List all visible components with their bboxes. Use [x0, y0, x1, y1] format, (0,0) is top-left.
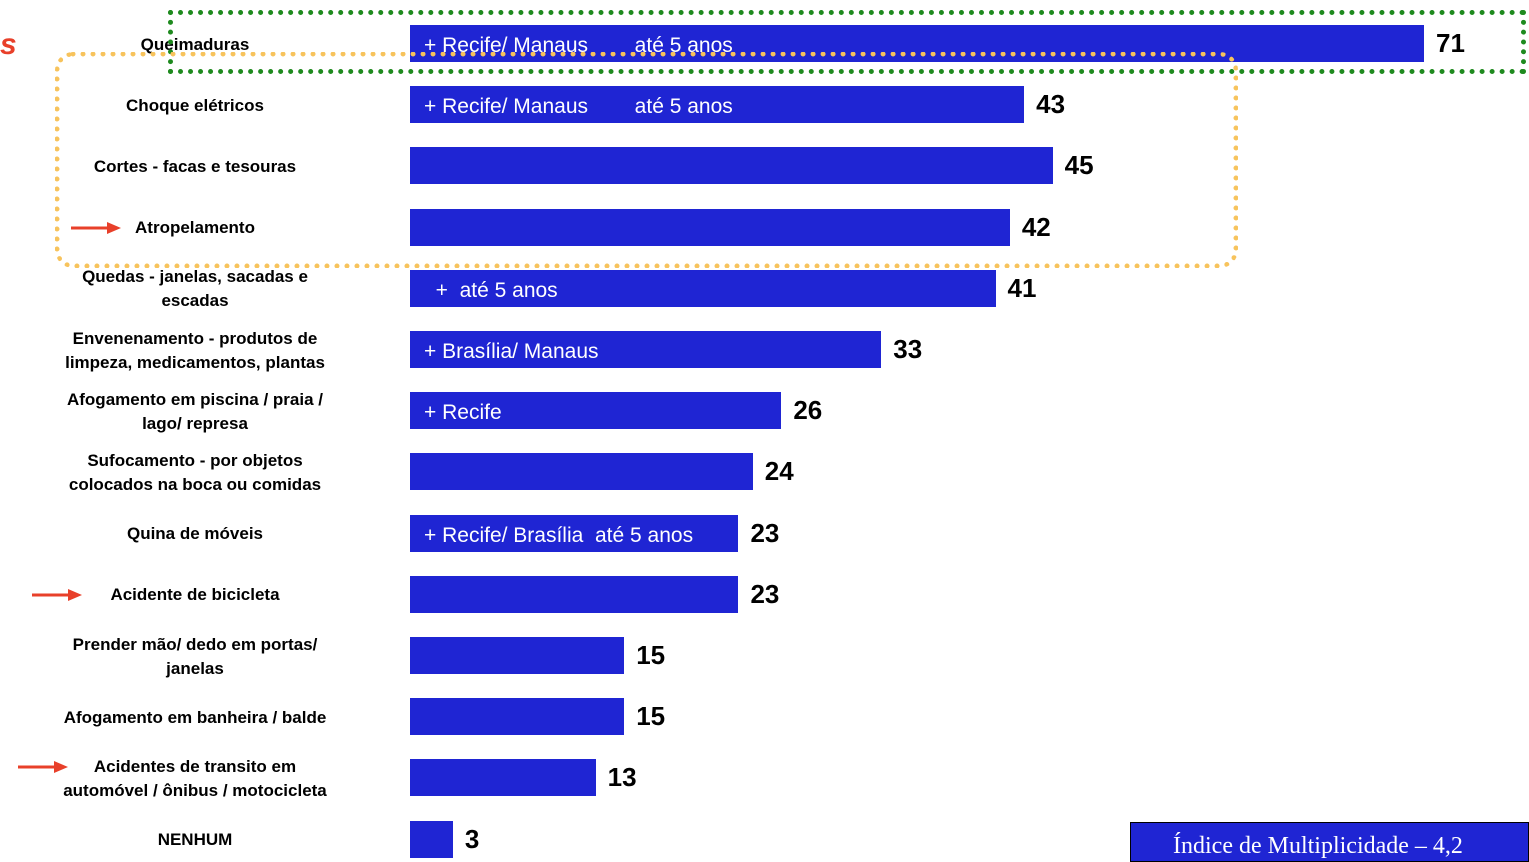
red-arrow-icon — [32, 589, 83, 602]
value-label: 23 — [750, 517, 780, 548]
multiplicity-index-box: Índice de Multiplicidade – 4,2 — [1130, 822, 1529, 862]
value-label: 3 — [464, 823, 480, 854]
category-label: Envenenamento - produtos de limpeza, med… — [65, 328, 325, 372]
bar — [410, 269, 996, 307]
red-arrow-icon — [70, 222, 121, 235]
value-label: 42 — [1021, 211, 1051, 242]
bar — [410, 820, 453, 858]
red-arrow-icon — [17, 760, 68, 773]
bar — [410, 453, 753, 491]
category-label: Prender mão/ dedo em portas/ janelas — [72, 634, 318, 678]
bar-annotation: + Brasília/ Manaus — [424, 340, 599, 363]
value-label: 15 — [636, 640, 666, 670]
bar — [410, 392, 782, 430]
category-label: Choque elétricos — [126, 95, 264, 115]
category-label: Sufocamento - por objetos colocados na b… — [68, 450, 322, 494]
value-label: 23 — [750, 578, 780, 609]
bar — [410, 147, 1053, 185]
value-label: 15 — [636, 701, 666, 732]
stray-letter: s — [0, 28, 17, 61]
bar — [410, 208, 1010, 246]
category-label: Queimaduras — [140, 34, 250, 54]
bar-annotation: + até 5 anos — [424, 278, 558, 302]
bar — [410, 514, 739, 552]
category-label: NENHUM — [157, 830, 233, 850]
category-label: Acidente de bicicleta — [110, 585, 280, 605]
bar — [410, 331, 882, 368]
category-label: Afogamento em banheira / balde — [63, 707, 327, 727]
bar — [410, 637, 625, 674]
bar — [410, 575, 739, 613]
value-label: 24 — [764, 456, 794, 487]
bar-annotation: + Recife — [424, 401, 502, 425]
green-highlight-box — [168, 10, 1526, 74]
value-label: 71 — [1436, 28, 1465, 58]
bar-annotation: + Recife/ Brasília até 5 anos — [424, 523, 694, 547]
category-label: Acidentes de transito em automóvel / ôni… — [63, 756, 327, 800]
category-label: Quedas - janelas, sacadas e escadas — [82, 267, 308, 311]
bar-annotation: + Recife/ Manaus até 5 anos — [424, 34, 733, 57]
value-label: 41 — [1007, 272, 1037, 303]
category-label: Afogamento em piscina / praia / lago/ re… — [66, 389, 323, 433]
multiplicity-index-text: Índice de Multiplicidade – 4,2 — [1173, 833, 1463, 859]
category-label: Cortes - facas e tesouras — [93, 156, 297, 176]
value-label: 26 — [793, 395, 823, 426]
value-label: 45 — [1064, 150, 1094, 181]
category-label: Atropelamento — [135, 218, 255, 238]
yellow-highlight-box — [55, 52, 1238, 268]
bar — [410, 86, 1025, 124]
bar-annotation: + Recife/ Manaus até 5 anos — [424, 95, 733, 119]
value-label: 13 — [607, 762, 637, 793]
value-label: 33 — [893, 334, 923, 364]
bar — [410, 759, 596, 797]
category-label: Quina de móveis — [126, 524, 264, 544]
value-label: 43 — [1036, 89, 1066, 120]
bar — [410, 698, 625, 736]
